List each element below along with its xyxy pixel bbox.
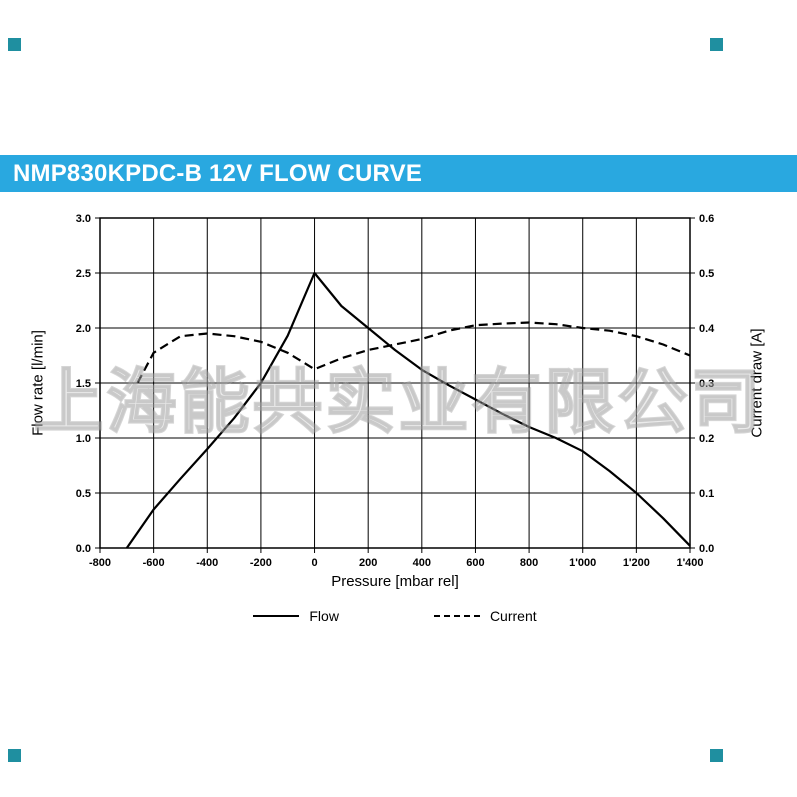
y-left-tick-label: 0.0	[76, 543, 91, 555]
x-tick-label: -400	[196, 557, 218, 569]
y-right-tick-label: 0.1	[699, 488, 714, 500]
legend-item-flow: Flow	[253, 608, 339, 624]
legend-item-current: Current	[433, 608, 537, 624]
x-tick-label: 200	[359, 557, 377, 569]
y-right-tick-label: 0.0	[699, 543, 714, 555]
y-left-tick-label: 1.0	[76, 433, 91, 445]
y-right-tick-label: 0.5	[699, 268, 714, 280]
x-tick-label: 1'400	[676, 557, 703, 569]
x-tick-label: -600	[143, 557, 165, 569]
current-curve	[136, 321, 691, 384]
legend-label-flow: Flow	[309, 608, 339, 624]
x-tick-label: 800	[520, 557, 538, 569]
y-axis-label-right: Current draw [A]	[748, 328, 766, 438]
x-axis-label: Pressure [mbar rel]	[331, 573, 459, 590]
corner-marker	[8, 38, 21, 51]
flow-curve-plot: -800 -600 -400 -200 0 200 400 600 800 1'000 1'200 1…	[76, 213, 715, 569]
y-left-tick-label: 1.5	[76, 378, 91, 390]
x-tick-label: -200	[250, 557, 272, 569]
y-right-tick-label: 0.3	[699, 378, 714, 390]
y-left-tick-label: 3.0	[76, 213, 91, 225]
x-tick-label: 1'000	[569, 557, 596, 569]
x-tick-label: 400	[413, 557, 431, 569]
flow-line-sample	[253, 615, 300, 617]
current-line-sample	[433, 615, 480, 617]
y-left-tick-label: 0.5	[76, 488, 91, 500]
plot-border	[99, 217, 691, 549]
legend: Flow Current	[100, 608, 690, 624]
y-left-tick-label: 2.0	[76, 323, 91, 335]
legend-label-current: Current	[489, 608, 537, 624]
x-tick-label: 0	[311, 557, 317, 569]
y-left-tick-label: 2.5	[76, 268, 91, 280]
chart-title: NMP830KPDC-B 12V FLOW CURVE	[13, 159, 423, 187]
flow-curve	[125, 271, 691, 549]
chart-title-bar: NMP830KPDC-B 12V FLOW CURVE	[0, 155, 797, 192]
corner-marker	[710, 38, 723, 51]
x-tick-label: -800	[89, 557, 111, 569]
corner-marker	[8, 749, 21, 762]
y-right-tick-label: 0.2	[699, 433, 714, 445]
corner-marker	[710, 749, 723, 762]
y-axis-label-left: Flow rate [l/min]	[29, 330, 47, 436]
y-right-tick-label: 0.6	[699, 213, 714, 225]
x-tick-label: 600	[466, 557, 484, 569]
y-right-tick-label: 0.4	[699, 323, 715, 335]
x-tick-label: 1'200	[623, 557, 650, 569]
